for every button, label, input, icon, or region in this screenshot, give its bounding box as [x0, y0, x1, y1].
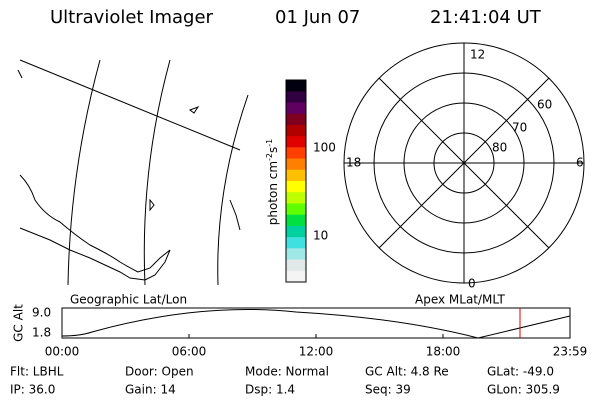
- mlt-label: 18: [346, 156, 361, 170]
- panel-title: Geographic Lat/Lon: [70, 293, 187, 307]
- mlat-label: 80: [492, 141, 507, 155]
- color-step: [286, 169, 306, 182]
- y-tick-label: 9.0: [32, 306, 51, 320]
- y-label: GC Alt: [12, 304, 26, 342]
- info-field: GC Alt: 4.8 Re: [365, 365, 449, 379]
- exp: -2: [265, 153, 274, 161]
- color-step: [286, 237, 306, 249]
- mlt-label: 12: [470, 48, 485, 62]
- color-step: [286, 113, 306, 126]
- info-field: IP: 36.0: [10, 383, 55, 397]
- color-step: [286, 136, 306, 148]
- map: [17, 59, 249, 286]
- exp: -1: [265, 139, 274, 147]
- colorbar-tick: 100: [313, 141, 336, 155]
- colorbar-tick: 10: [313, 229, 328, 243]
- mlat-label: 70: [512, 121, 527, 135]
- mlat-label: 60: [537, 98, 552, 112]
- date: 01 Jun 07: [275, 7, 360, 28]
- color-step: [286, 203, 306, 216]
- color-step: [286, 147, 306, 160]
- color-step: [286, 80, 306, 92]
- color-step: [286, 214, 306, 227]
- mlt-label: 6: [576, 156, 584, 170]
- info-field: Seq: 39: [365, 383, 411, 397]
- info-field: GLon: 305.9: [487, 383, 560, 397]
- info: Flt: LBHL Door: Open Mode: Normal GC Alt: 4…: [10, 365, 560, 397]
- color-step: [286, 259, 306, 272]
- x-tick-label: 06:00: [172, 345, 207, 359]
- info-field: Flt: LBHL: [10, 365, 64, 379]
- unit: s: [266, 147, 280, 153]
- info-field: GLat: -49.0: [487, 365, 554, 379]
- color-step: [286, 225, 306, 238]
- x-tick-label: 23:59: [553, 345, 588, 359]
- altitude-curve: [61, 309, 571, 339]
- mlt-label: 0: [468, 277, 476, 291]
- colorbar-label: photon cm-2s-1: [265, 139, 280, 226]
- color-step: [286, 158, 306, 171]
- color-step: [286, 102, 306, 115]
- color-step: [286, 181, 306, 193]
- color-step: [286, 192, 306, 204]
- y-tick-label: 1.8: [32, 326, 51, 340]
- panel-title: Apex MLat/MLT: [415, 293, 505, 307]
- x-tick-label: 00:00: [45, 345, 80, 359]
- colorbar: [286, 80, 306, 283]
- title: Ultraviolet Imager: [50, 7, 214, 28]
- info-field: Mode: Normal: [245, 365, 329, 379]
- polar-grid: [343, 42, 585, 284]
- unit: photon cm: [266, 161, 280, 225]
- x-tick-label: 12:00: [299, 345, 334, 359]
- color-step: [286, 270, 306, 283]
- color-step: [286, 91, 306, 103]
- color-step: [286, 248, 306, 261]
- info-field: Gain: 14: [125, 383, 176, 397]
- color-step: [286, 124, 306, 137]
- x-tick-label: 18:00: [426, 345, 461, 359]
- x-ticks: 00:00 06:00 12:00 18:00 23:59: [45, 334, 588, 359]
- colorbar-frame: [285, 79, 307, 283]
- info-field: Door: Open: [125, 365, 194, 379]
- info-field: Dsp: 1.4: [245, 383, 295, 397]
- altitude-frame: [61, 307, 571, 339]
- time: 21:41:04 UT: [430, 7, 542, 28]
